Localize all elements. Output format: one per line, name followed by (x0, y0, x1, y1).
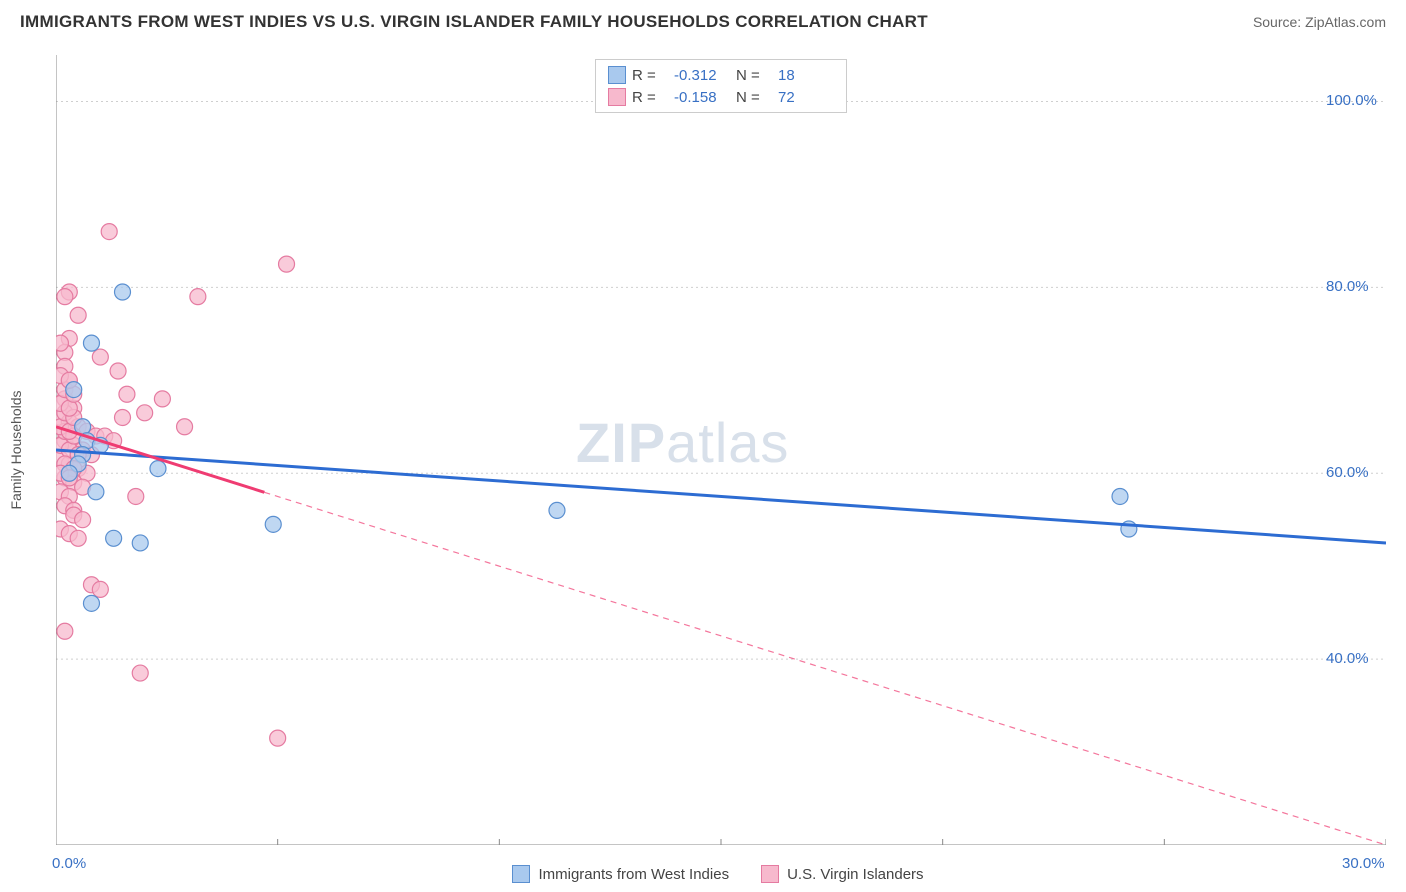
header: IMMIGRANTS FROM WEST INDIES VS U.S. VIRG… (0, 0, 1406, 40)
legend-swatch (761, 865, 779, 883)
n-value: 72 (778, 89, 834, 106)
y-tick-label: 100.0% (1326, 92, 1377, 109)
y-axis-label: Family Households (8, 390, 24, 509)
correlation-legend: R = -0.312 N = 18 R = -0.158 N = 72 (595, 59, 847, 113)
series-legend-item: U.S. Virgin Islanders (761, 865, 923, 883)
legend-label: Immigrants from West Indies (538, 866, 729, 883)
r-value: -0.158 (674, 89, 730, 106)
r-value: -0.312 (674, 67, 730, 84)
legend-label: U.S. Virgin Islanders (787, 866, 923, 883)
n-value: 18 (778, 67, 834, 84)
y-tick-label: 40.0% (1326, 650, 1369, 667)
legend-swatch (608, 88, 626, 106)
y-tick-label: 60.0% (1326, 464, 1369, 481)
chart-area: Family Households ZIPatlas R =-0.312N =1… (48, 55, 1388, 845)
series-legend: Immigrants from West Indies U.S. Virgin I… (48, 865, 1388, 883)
scatter-chart-svg (56, 55, 1386, 845)
correlation-legend-row: R = -0.312 N = 18 (608, 64, 834, 86)
y-tick-label: 80.0% (1326, 278, 1369, 295)
n-label: N = (736, 67, 772, 84)
chart-title: IMMIGRANTS FROM WEST INDIES VS U.S. VIRG… (20, 12, 928, 32)
legend-swatch (608, 66, 626, 84)
source-label: Source: ZipAtlas.com (1253, 14, 1386, 30)
r-label: R = (632, 89, 668, 106)
r-label: R = (632, 67, 668, 84)
series-legend-item: Immigrants from West Indies (512, 865, 729, 883)
legend-swatch (512, 865, 530, 883)
n-label: N = (736, 89, 772, 106)
plot-area: ZIPatlas R =-0.312N =18R =-0.158N =72 0.… (56, 55, 1386, 845)
correlation-legend-row: R = -0.158 N = 72 (608, 86, 834, 108)
